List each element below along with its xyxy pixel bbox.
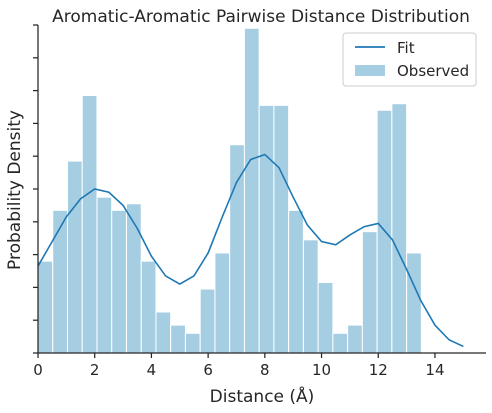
histogram-bar — [170, 324, 186, 354]
x-tick-label: 14 — [425, 361, 444, 379]
histogram-bar — [155, 311, 172, 354]
histogram-bar — [391, 103, 408, 354]
histogram-bar — [66, 160, 83, 354]
fit-line-group — [37, 153, 464, 348]
histogram-bar — [214, 252, 231, 354]
histogram-bar — [199, 288, 216, 354]
x-tick-label: 2 — [90, 361, 100, 379]
legend-observed-label: Observed — [397, 62, 469, 80]
histogram-bar — [37, 260, 54, 354]
histogram-bar — [52, 209, 68, 354]
histogram-bar — [273, 104, 290, 354]
x-tick-label: 10 — [312, 361, 331, 379]
histogram-bar — [288, 209, 304, 354]
histogram-bar — [184, 332, 201, 354]
x-axis-ticks: 0 2 4 6 8 10 12 14 — [33, 353, 445, 379]
fit-line — [37, 153, 464, 348]
histogram-bar — [406, 252, 422, 354]
histogram-bar — [140, 260, 157, 354]
x-tick-label: 6 — [203, 361, 213, 379]
histogram-bar — [125, 203, 142, 354]
histogram-bar — [81, 95, 98, 354]
x-tick-label: 12 — [369, 361, 388, 379]
histogram-bars — [37, 27, 422, 354]
legend-observed-swatch — [355, 65, 385, 76]
y-axis-ticks — [33, 24, 38, 354]
histogram-bar — [332, 332, 349, 354]
legend-fit-label: Fit — [397, 39, 415, 57]
histogram-bar — [302, 239, 319, 354]
histogram-bar — [347, 324, 363, 354]
histogram-bar — [229, 144, 245, 354]
legend: Fit Observed — [342, 32, 477, 87]
x-tick-label: 4 — [147, 361, 157, 379]
histogram-bar — [111, 209, 127, 354]
y-axis-label: Probability Density — [5, 110, 25, 270]
histogram-bar — [96, 196, 113, 354]
histogram-bar — [361, 231, 378, 354]
chart-title: Aromatic-Aromatic Pairwise Distance Dist… — [52, 7, 470, 27]
x-tick-label: 0 — [33, 361, 43, 379]
x-tick-label: 8 — [260, 361, 270, 379]
histogram-bar — [317, 281, 334, 354]
histogram-bar — [243, 27, 260, 354]
x-axis-label: Distance (Å) — [210, 385, 315, 407]
histogram-bar — [258, 104, 275, 354]
